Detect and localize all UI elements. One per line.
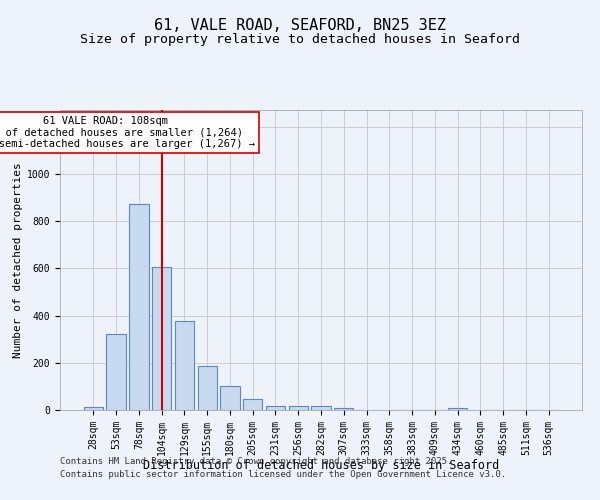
Bar — [175, 322, 194, 410]
Bar — [220, 386, 239, 410]
Text: Size of property relative to detached houses in Seaford: Size of property relative to detached ho… — [80, 32, 520, 46]
Text: 61 VALE ROAD: 108sqm
← 50% of detached houses are smaller (1,264)
50% of semi-de: 61 VALE ROAD: 108sqm ← 50% of detached h… — [0, 116, 255, 149]
Text: Contains HM Land Registry data © Crown copyright and database right 2025.: Contains HM Land Registry data © Crown c… — [60, 458, 452, 466]
Bar — [334, 408, 353, 410]
Y-axis label: Number of detached properties: Number of detached properties — [13, 162, 23, 358]
Bar — [266, 406, 285, 410]
Bar — [289, 406, 308, 410]
Bar — [129, 204, 149, 410]
Bar — [448, 408, 467, 410]
Bar — [197, 366, 217, 410]
Bar — [243, 400, 262, 410]
Bar — [106, 334, 126, 410]
X-axis label: Distribution of detached houses by size in Seaford: Distribution of detached houses by size … — [143, 459, 499, 472]
Bar — [84, 407, 103, 410]
Text: 61, VALE ROAD, SEAFORD, BN25 3EZ: 61, VALE ROAD, SEAFORD, BN25 3EZ — [154, 18, 446, 32]
Text: Contains public sector information licensed under the Open Government Licence v3: Contains public sector information licen… — [60, 470, 506, 479]
Bar — [311, 406, 331, 410]
Bar — [152, 267, 172, 410]
